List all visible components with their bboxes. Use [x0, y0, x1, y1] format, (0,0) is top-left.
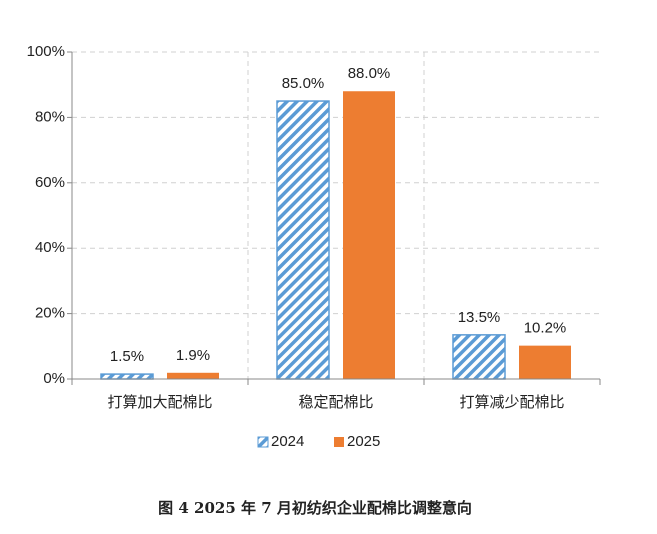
- x-tick-label: 稳定配棉比: [298, 393, 373, 411]
- value-label: 10.2%: [524, 320, 567, 337]
- x-tick-label: 打算加大配棉比: [107, 393, 212, 411]
- value-label: 88.0%: [348, 65, 391, 82]
- value-label: 1.9%: [176, 347, 210, 364]
- y-tick-label: 0%: [43, 370, 65, 387]
- bar: [343, 91, 395, 380]
- bar: [519, 345, 571, 379]
- bar: [100, 373, 154, 380]
- legend-swatch: [334, 437, 344, 447]
- x-tick-label: 打算减少配棉比: [459, 393, 564, 411]
- value-label: 1.5%: [110, 348, 144, 365]
- chart-title: 图 4 2025 年 7 月初纺织企业配棉比调整意向: [158, 499, 472, 517]
- legend-label: 2025: [347, 433, 380, 450]
- y-tick-label: 40%: [35, 239, 65, 256]
- legend-swatch: [257, 436, 269, 448]
- value-label: 13.5%: [458, 309, 501, 326]
- y-tick-label: 80%: [35, 108, 65, 125]
- legend-label: 2024: [271, 433, 304, 450]
- value-label: 85.0%: [282, 75, 325, 92]
- y-tick-label: 60%: [35, 174, 65, 191]
- y-tick-label: 100%: [27, 43, 65, 60]
- bar: [167, 372, 219, 379]
- bar: [276, 100, 330, 380]
- bar: [452, 334, 506, 380]
- y-tick-label: 20%: [35, 305, 65, 322]
